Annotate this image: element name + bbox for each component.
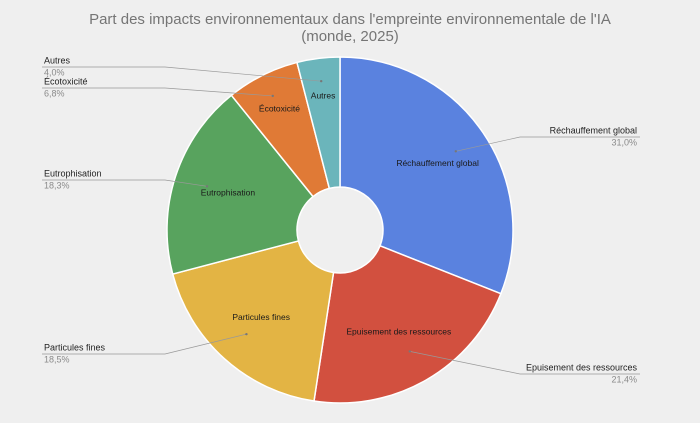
- leader-line: [42, 66, 322, 82]
- donut-slice: [339, 56, 514, 295]
- slice-label: Eutrophisation: [201, 187, 256, 197]
- slice-label: Écotoxicité: [259, 104, 300, 114]
- value-label: 18,5%: [44, 354, 70, 364]
- legend-label: Autres: [44, 55, 71, 65]
- value-label: 31,0%: [611, 137, 637, 147]
- leader-dot: [205, 185, 209, 188]
- slice-label: Epuisement des ressources: [346, 327, 451, 337]
- value-label: 4,0%: [44, 67, 65, 77]
- value-label: 18,3%: [44, 180, 70, 190]
- leader-line: [409, 351, 640, 375]
- leader-dot: [408, 350, 411, 353]
- donut-slice: [296, 56, 341, 190]
- donut-slice: [171, 240, 335, 402]
- legend-label: Réchauffement global: [550, 125, 637, 135]
- leader-dot: [271, 94, 274, 98]
- donut-slice: [166, 94, 315, 275]
- donut-slice: [313, 244, 502, 404]
- chart-title: Part des impacts environnementaux dans l…: [89, 11, 611, 28]
- leader-line: [42, 333, 247, 355]
- slice-label: Autres: [311, 90, 336, 100]
- leader-dot: [454, 150, 457, 153]
- chart-subtitle: (monde, 2025): [301, 28, 399, 45]
- value-label: 6,8%: [44, 88, 65, 98]
- slice-label: Réchauffement global: [396, 158, 479, 168]
- leader-line: [42, 87, 273, 97]
- legend-label: Eutrophisation: [44, 168, 102, 178]
- legend-label: Epuisement des ressources: [526, 362, 638, 372]
- leader-dot: [320, 79, 323, 83]
- slice-label: Particules fines: [232, 312, 290, 322]
- leader-line: [455, 136, 640, 152]
- leader-dot: [245, 332, 248, 336]
- legend-label: Particules fines: [44, 342, 106, 352]
- leader-line: [42, 179, 208, 187]
- legend-label: Écotoxicité: [44, 76, 88, 86]
- value-label: 21,4%: [611, 374, 637, 384]
